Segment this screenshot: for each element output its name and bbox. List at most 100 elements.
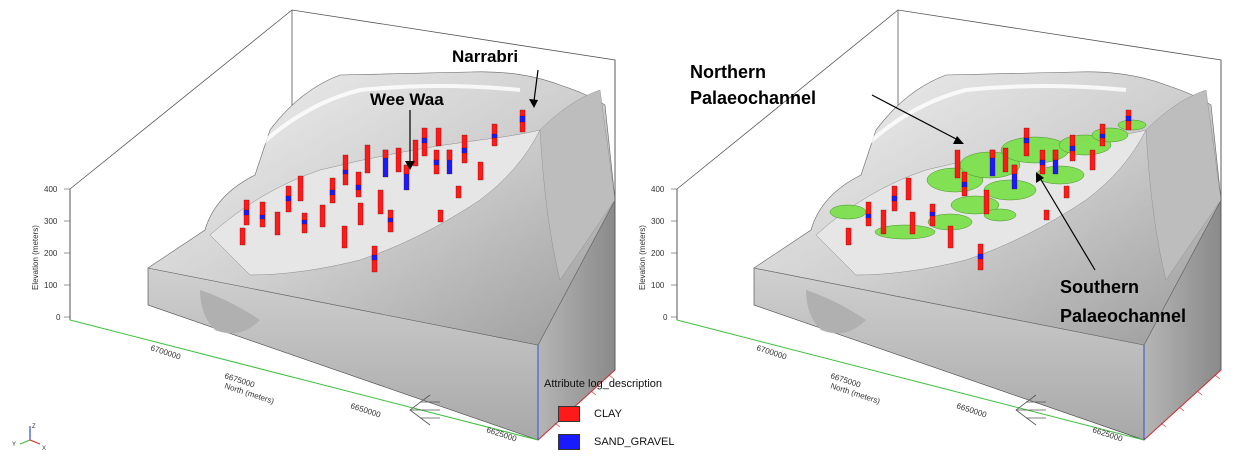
left-north-tick-6650000: 6650000 — [349, 401, 382, 419]
borehole — [1125, 115, 1132, 122]
southern-arrow — [1039, 177, 1096, 271]
legend: Attribute log_description CLAY SAND_GRAV… — [544, 378, 734, 454]
borehole — [1069, 145, 1076, 152]
borehole — [412, 139, 419, 167]
left-elev-tick-200: 200 — [44, 249, 58, 258]
borehole — [961, 181, 968, 188]
left-elev-tick-0: 0 — [56, 313, 61, 322]
left-north-tick-6700000: 6700000 — [149, 343, 182, 361]
borehole — [382, 149, 389, 159]
right-elev-tick-400: 400 — [651, 185, 665, 194]
wee-waa-arrow-head — [405, 161, 415, 170]
borehole — [1039, 159, 1046, 166]
borehole — [259, 214, 266, 220]
borehole — [491, 133, 498, 139]
borehole — [341, 225, 348, 249]
palaeochannel-blob — [874, 224, 936, 240]
borehole — [989, 149, 996, 159]
orientation-axis-z: Z — [32, 424, 36, 430]
right-3d-block-diagram: 400 300 200 100 0 Elevation (meters) 670… — [638, 9, 1222, 444]
borehole — [1043, 209, 1050, 221]
borehole — [329, 189, 336, 196]
left-elev-tick-300: 300 — [44, 217, 58, 226]
label-northern-palaeochannel-line2: Palaeochannel — [690, 88, 816, 108]
left-north-arrow — [409, 394, 440, 426]
borehole — [1011, 164, 1018, 175]
borehole — [1052, 149, 1059, 161]
borehole — [301, 219, 308, 225]
right-ridge-highlight — [854, 84, 1127, 157]
borehole — [455, 185, 462, 199]
borehole — [880, 209, 887, 235]
borehole — [519, 115, 526, 123]
borehole — [1099, 133, 1106, 139]
right-rough-slope — [1145, 89, 1222, 281]
right-east-axis-ticks — [1160, 374, 1221, 428]
borehole — [929, 211, 936, 217]
left-ridge-highlight — [248, 84, 521, 157]
legend-title: Attribute log_description — [544, 378, 663, 390]
borehole — [446, 149, 453, 161]
left-rough-slope — [539, 89, 616, 281]
right-bounding-box-front — [676, 60, 1222, 441]
left-bounding-box-front — [69, 60, 616, 441]
borehole — [319, 204, 326, 228]
southern-arrow-head — [1036, 172, 1044, 183]
label-southern-palaeochannel-line2: Palaeochannel — [1060, 306, 1186, 326]
right-elev-tick-300: 300 — [651, 217, 665, 226]
borehole — [364, 144, 371, 174]
right-elevation-axis-title: Elevation (meters) — [638, 225, 647, 290]
right-elevation-axis: 400 300 200 100 0 Elevation (meters) — [638, 185, 677, 322]
right-valley-shadow — [806, 290, 866, 334]
borehole — [342, 169, 349, 175]
borehole — [845, 227, 852, 246]
borehole — [421, 137, 428, 144]
right-north-tick-6700000: 6700000 — [755, 343, 788, 361]
borehole — [977, 253, 984, 260]
legend-item-sand-gravel: SAND_GRAVEL — [558, 432, 675, 452]
right-elev-tick-200: 200 — [651, 249, 665, 258]
palaeochannel-blob — [1091, 127, 1129, 143]
borehole — [947, 225, 954, 249]
orientation-axis-y: Y — [12, 442, 16, 448]
borehole — [1089, 149, 1096, 171]
palaeochannel-blob — [983, 179, 1037, 201]
borehole — [905, 177, 912, 201]
right-boreholes — [845, 109, 1132, 271]
borehole — [433, 159, 440, 166]
borehole — [461, 147, 468, 154]
northern-arrow-head — [953, 136, 964, 144]
northern-arrow — [871, 94, 959, 141]
borehole — [909, 211, 916, 235]
label-northern-palaeochannel-line1: Northern — [690, 62, 766, 82]
borehole — [274, 211, 281, 236]
label-narrabri: Narrabri — [452, 47, 518, 66]
borehole — [259, 201, 266, 228]
borehole — [355, 171, 362, 198]
borehole — [387, 217, 394, 223]
borehole — [1063, 185, 1070, 199]
borehole — [437, 209, 444, 223]
palaeochannel-blob — [1000, 136, 1070, 164]
left-annotations: Narrabri Wee Waa — [370, 47, 539, 170]
borehole — [403, 164, 410, 175]
palaeochannel-blob — [1117, 119, 1147, 131]
left-boreholes — [239, 109, 526, 273]
borehole — [954, 149, 961, 179]
right-annotations: Northern Palaeochannel Southern Palaeoch… — [690, 62, 1186, 326]
borehole — [865, 213, 872, 219]
borehole — [395, 147, 402, 173]
right-elev-tick-0: 0 — [663, 313, 668, 322]
left-elev-tick-100: 100 — [44, 281, 58, 290]
left-elevation-axis-title: Elevation (meters) — [31, 225, 40, 290]
borehole — [285, 195, 292, 202]
legend-item-clay: CLAY — [558, 404, 622, 424]
right-north-arrow — [1015, 394, 1046, 426]
borehole — [377, 189, 384, 215]
borehole — [297, 175, 304, 202]
borehole — [1023, 137, 1030, 144]
borehole — [239, 227, 246, 246]
label-southern-palaeochannel-line1: Southern — [1060, 277, 1139, 297]
borehole — [435, 127, 442, 147]
